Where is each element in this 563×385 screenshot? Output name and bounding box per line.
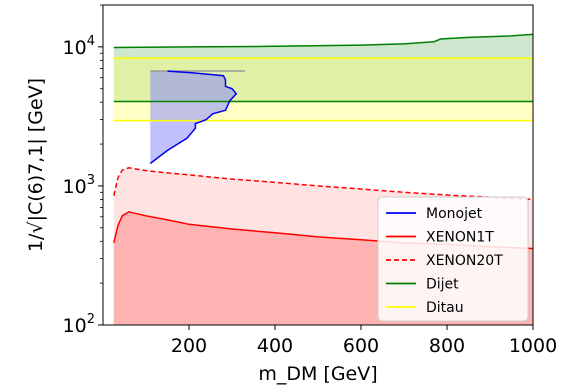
xenon20t-line: [113, 167, 534, 201]
x-tick-label: 400: [257, 335, 293, 357]
dijet-line: [113, 33, 534, 49]
legend-label-dijet: Dijet: [426, 277, 459, 293]
ticks-layer: 200 400 600 800 1000 102 103 104: [63, 4, 557, 357]
x-tick-label: 600: [343, 335, 379, 357]
legend-box: [377, 196, 529, 322]
y-axis-label: 1/√|C(6)7,1| [GeV]: [25, 78, 47, 252]
legend: Monojet XENON1T XENON20T Dijet Ditau: [377, 196, 529, 322]
y-tick-exponent: 4: [87, 34, 95, 49]
y-tick-exponent: 2: [87, 312, 95, 327]
x-tick-label: 800: [429, 335, 465, 357]
x-axis-label: m_DM [GeV]: [258, 363, 377, 385]
y-tick-label: 103: [63, 173, 95, 198]
x-tick-label: 200: [171, 335, 207, 357]
legend-label-xenon1t: XENON1T: [426, 230, 494, 246]
axes-frame: [102, 4, 534, 326]
monojet-line: [149, 70, 238, 165]
x-tick-label: 1000: [509, 335, 557, 357]
y-tick-label: 102: [63, 312, 95, 337]
legend-label-ditau: Ditau: [426, 300, 464, 316]
y-tick-exponent: 3: [87, 173, 95, 188]
legend-label-monojet: Monojet: [426, 206, 483, 222]
legend-label-xenon20t: XENON20T: [426, 253, 503, 269]
y-tick-label: 104: [63, 34, 95, 59]
monojet-area: [150, 71, 237, 164]
plot-frame: [102, 4, 534, 326]
